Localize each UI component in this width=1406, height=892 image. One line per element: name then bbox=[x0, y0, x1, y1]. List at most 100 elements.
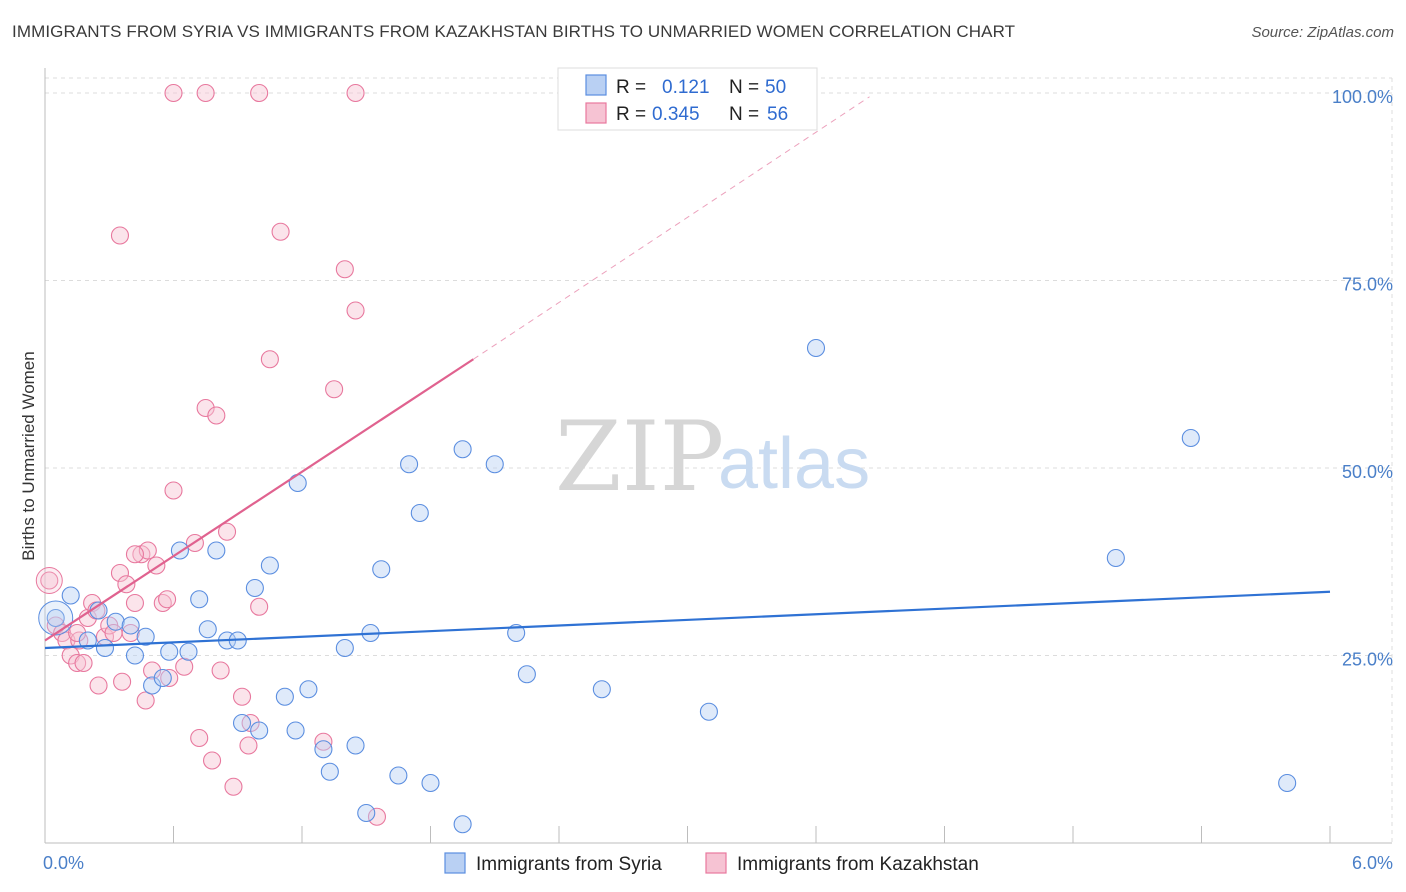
syria-point bbox=[1106, 548, 1125, 568]
syria-point bbox=[400, 455, 419, 474]
kazakhstan-point bbox=[57, 631, 76, 650]
kazakhstan-point bbox=[89, 676, 108, 695]
kazakhstan-points bbox=[35, 83, 387, 826]
syria-point bbox=[260, 556, 279, 575]
legend-syria-swatch bbox=[585, 74, 607, 96]
kazakhstan-point bbox=[207, 406, 226, 425]
y-axis-label: Births to Unmarried Women bbox=[19, 351, 38, 560]
kazakhstan-point bbox=[314, 732, 333, 751]
axes bbox=[44, 68, 1392, 844]
kazakhstan-point bbox=[136, 691, 155, 710]
syria-point bbox=[299, 680, 318, 699]
bottom-legend-kazakhstan-swatch bbox=[705, 852, 727, 874]
syria-point bbox=[389, 766, 408, 785]
syria-point bbox=[507, 623, 526, 643]
kazakhstan-point bbox=[125, 593, 144, 613]
syria-points bbox=[38, 338, 1297, 834]
y-tick-labels: 25.0% 50.0% 75.0% 100.0% bbox=[1332, 87, 1393, 670]
kazakhstan-point bbox=[117, 575, 136, 594]
kazakhstan-point bbox=[143, 661, 162, 680]
correlation-legend: R = 0.121 N = 50 R = 0.345 N = 56 bbox=[557, 67, 818, 131]
syria-point bbox=[517, 665, 536, 684]
kazakhstan-point-large bbox=[35, 567, 63, 594]
syria-point bbox=[198, 620, 217, 639]
kazakhstan-point bbox=[110, 563, 130, 583]
watermark: ZIP atlas bbox=[555, 401, 870, 513]
kazakhstan-point bbox=[158, 590, 177, 609]
kazakhstan-trendline bbox=[473, 96, 870, 360]
kazakhstan-point bbox=[113, 672, 132, 691]
kazakhstan-point bbox=[217, 522, 237, 541]
syria-point bbox=[125, 646, 144, 665]
y-tick-label: 25.0% bbox=[1342, 650, 1393, 670]
watermark-zip: ZIP bbox=[555, 401, 724, 513]
kazakhstan-point bbox=[68, 653, 87, 673]
kazakhstan-point bbox=[203, 751, 222, 770]
kazakhstan-point bbox=[346, 83, 365, 103]
syria-point bbox=[286, 721, 305, 740]
y-tick-label: 100.0% bbox=[1332, 87, 1393, 107]
legend-kazakhstan-swatch bbox=[585, 102, 607, 124]
kazakhstan-point bbox=[335, 260, 354, 279]
syria-point bbox=[136, 627, 155, 646]
syria-point bbox=[410, 503, 429, 523]
watermark-atlas: atlas bbox=[718, 424, 870, 504]
syria-point bbox=[153, 668, 172, 688]
kazakhstan-point bbox=[196, 83, 215, 103]
syria-point bbox=[245, 578, 264, 598]
syria-point bbox=[288, 473, 307, 493]
syria-point bbox=[372, 560, 391, 579]
kazakhstan-point bbox=[367, 807, 387, 826]
syria-point bbox=[250, 721, 269, 740]
syria-point bbox=[592, 680, 611, 699]
bottom-legend-syria-swatch bbox=[444, 852, 466, 874]
legend-kazakhstan-n-value: 56 bbox=[767, 104, 788, 125]
chart-title: IMMIGRANTS FROM SYRIA VS IMMIGRANTS FROM… bbox=[12, 22, 1016, 41]
kazakhstan-point bbox=[271, 222, 290, 241]
syria-point bbox=[485, 455, 504, 474]
kazakhstan-point bbox=[175, 657, 194, 676]
x-tick-label-min: 0.0% bbox=[43, 853, 84, 873]
kazakhstan-point bbox=[164, 481, 183, 500]
series-legend: Immigrants from Syria Immigrants from Ka… bbox=[444, 852, 979, 875]
syria-point bbox=[207, 541, 226, 560]
kazakhstan-point bbox=[250, 83, 269, 103]
kazakhstan-point bbox=[250, 597, 269, 616]
kazakhstan-point bbox=[211, 661, 230, 680]
legend-syria-n-value: 50 bbox=[765, 77, 786, 98]
syria-point bbox=[143, 676, 162, 695]
kazakhstan-point bbox=[160, 668, 179, 688]
legend-syria-n-label: N = bbox=[729, 77, 759, 98]
kazakhstan-point bbox=[196, 398, 215, 418]
syria-point bbox=[190, 590, 209, 609]
legend-kazakhstan-r-label: R = bbox=[616, 104, 646, 125]
x-tick-label-max: 6.0% bbox=[1352, 853, 1393, 873]
syria-point bbox=[275, 687, 294, 706]
kazakhstan-point bbox=[224, 777, 243, 796]
syria-point bbox=[806, 338, 826, 358]
bottom-legend-kazakhstan-label: Immigrants from Kazakhstan bbox=[737, 854, 979, 875]
syria-point bbox=[699, 702, 718, 721]
kazakhstan-point bbox=[40, 571, 59, 590]
kazakhstan-point bbox=[125, 545, 144, 564]
kazakhstan-point bbox=[190, 728, 209, 748]
kazakhstan-point bbox=[74, 653, 93, 673]
kazakhstan-point bbox=[68, 623, 87, 643]
syria-point bbox=[232, 713, 252, 733]
y-tick-label: 50.0% bbox=[1342, 462, 1393, 482]
syria-point bbox=[357, 803, 376, 823]
legend-syria-r-value: 0.121 bbox=[662, 77, 710, 98]
syria-point bbox=[46, 608, 65, 628]
kazakhstan-trendline bbox=[44, 358, 474, 642]
syria-point bbox=[346, 736, 365, 755]
syria-point bbox=[121, 616, 140, 635]
bottom-legend-syria-label: Immigrants from Syria bbox=[476, 854, 662, 875]
kazakhstan-point bbox=[239, 736, 258, 755]
syria-point bbox=[320, 762, 339, 781]
syria-point bbox=[453, 815, 472, 834]
y-tick-label: 75.0% bbox=[1342, 275, 1393, 295]
syria-point-large bbox=[38, 600, 74, 636]
kazakhstan-point bbox=[232, 687, 252, 706]
legend-kazakhstan-r-value: 0.345 bbox=[652, 104, 700, 125]
